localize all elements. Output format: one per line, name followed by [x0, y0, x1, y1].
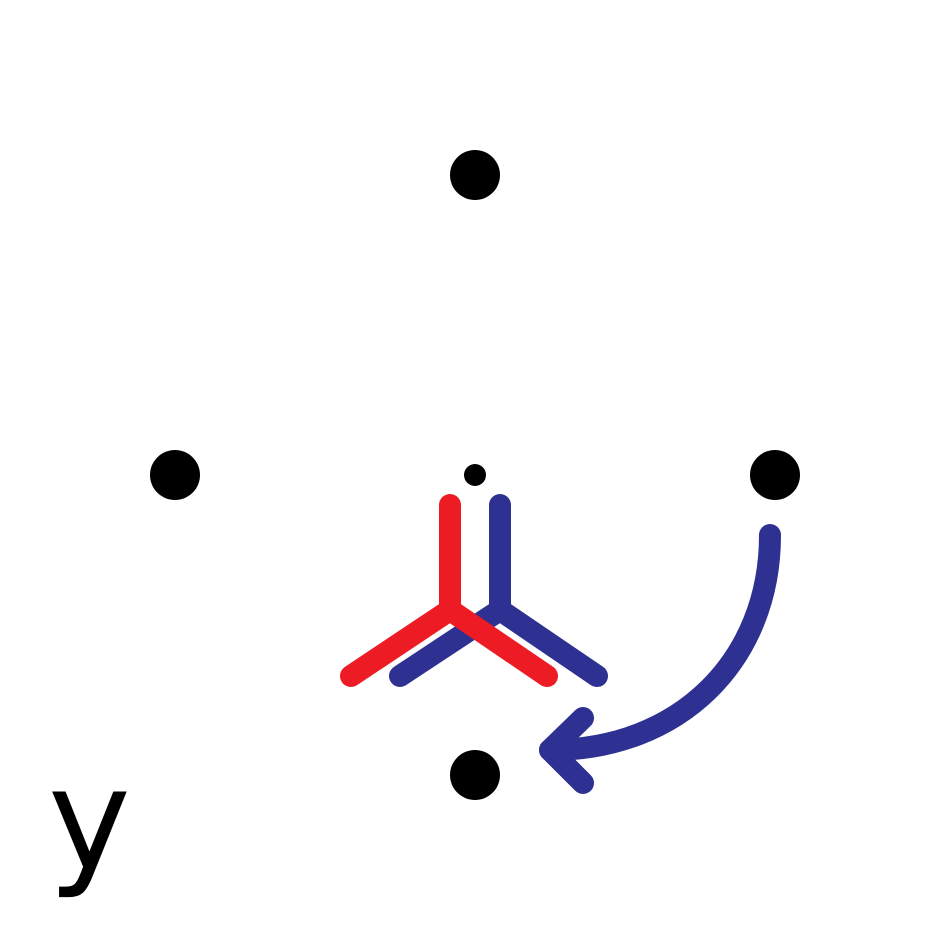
point-bottom [450, 750, 500, 800]
curved-rotation-arrow [539, 524, 781, 794]
center-point [464, 464, 486, 486]
lattice-points [150, 150, 800, 800]
point-left [150, 450, 200, 500]
point-top [450, 150, 500, 200]
axis-label: y [48, 739, 131, 902]
red-three-pronged-symbol [340, 494, 558, 687]
point-right [750, 450, 800, 500]
